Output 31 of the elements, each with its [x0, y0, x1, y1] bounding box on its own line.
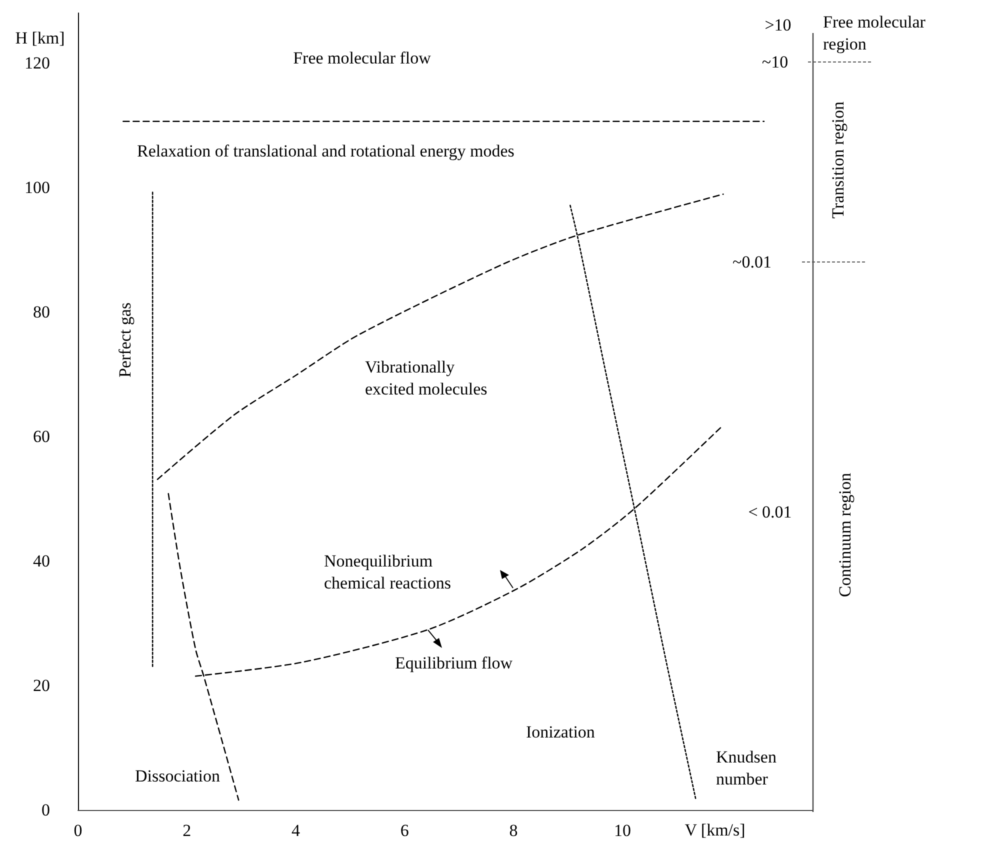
annotation: Ionization	[526, 722, 596, 742]
y-tick-label: 60	[33, 426, 50, 446]
x-tick-label: 6	[400, 821, 409, 840]
annotation: < 0.01	[748, 502, 792, 522]
annotation: ~0.01	[732, 252, 772, 272]
annotation: Perfect gas	[116, 302, 134, 378]
annotation: Nonequilibrium chemical reactions	[324, 552, 451, 592]
annotation: Relaxation of translational and rotational energy modes	[137, 142, 514, 160]
annotation: ~10	[762, 52, 788, 72]
x-tick-label: 4	[292, 821, 301, 840]
x-tick-label: 2	[182, 821, 192, 840]
x-tick-label: 0	[74, 821, 82, 840]
text: Transition region	[828, 101, 848, 218]
y-tick-label: 40	[33, 551, 50, 570]
annotation: Vibrationally excited molecules	[365, 358, 488, 398]
y-tick-label: 100	[24, 178, 50, 197]
annotation: Dissociation	[135, 766, 220, 786]
y-tick-label: 0	[42, 800, 50, 820]
annotation: Knudsen number	[716, 748, 777, 788]
y-tick-label: 80	[33, 302, 50, 322]
y-tick-label: 120	[24, 53, 50, 72]
y-tick-label: 20	[33, 676, 50, 695]
x-tick-label: 10	[614, 821, 631, 840]
x-tick-label: 8	[509, 821, 518, 840]
annotation: >10	[764, 16, 792, 34]
annotation: Free molecular flow	[293, 48, 432, 68]
y-axis-title: H [km]	[15, 28, 65, 48]
text: Free molecular region	[823, 12, 926, 54]
text: Continuum region	[836, 472, 854, 598]
x-axis-title: V [km/s]	[684, 820, 746, 840]
annotation: Equilibrium flow	[395, 654, 514, 672]
